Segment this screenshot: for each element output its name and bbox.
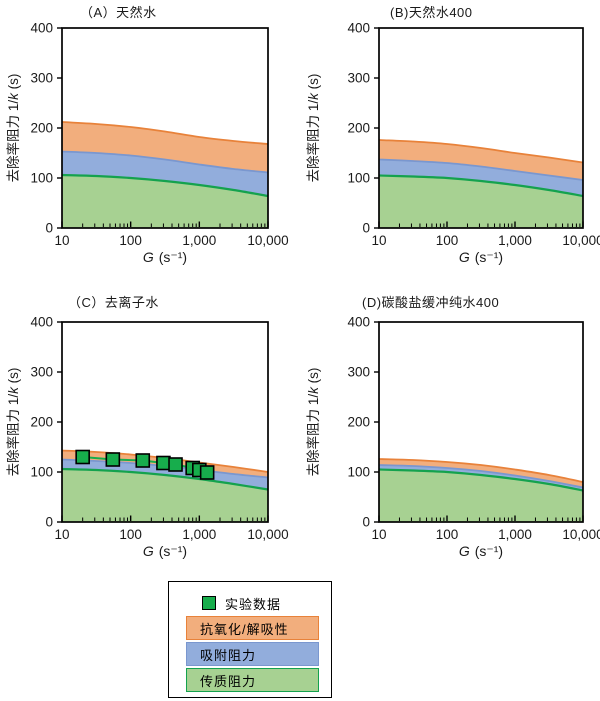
svg-text:0: 0 (45, 515, 53, 530)
svg-text:200: 200 (347, 415, 370, 430)
chart-D-title: (D)碳酸盐缓冲纯水400 (362, 295, 500, 310)
experimental-data-marker-icon (202, 596, 216, 610)
svg-text:200: 200 (30, 415, 53, 430)
svg-text:300: 300 (30, 365, 53, 380)
legend-item-antioxidation: 抗氧化/解吸性 (186, 616, 319, 640)
svg-text:300: 300 (347, 71, 370, 86)
svg-text:300: 300 (30, 71, 53, 86)
svg-text:1,000: 1,000 (498, 233, 532, 248)
svg-text:10,000: 10,000 (247, 233, 288, 248)
x-label-g: G (142, 543, 154, 559)
x-label-g: G (458, 249, 470, 265)
chart-C-plot: 0 100 200 300 400 10 100 1,000 10,000 (30, 315, 288, 543)
chart-B-plot: 0 100 200 300 400 10 100 1,000 10,000 (347, 21, 600, 249)
chart-C-x-axis-label: G (s⁻¹) (62, 543, 268, 560)
experimental-data-label: 实验数据 (225, 596, 282, 612)
chart-B-x-axis-label: G (s⁻¹) (379, 249, 583, 266)
svg-text:10,000: 10,000 (247, 527, 288, 542)
chart-D-plot: 0 100 200 300 400 10 100 1,000 10,000 (347, 315, 600, 543)
chart-B: (B)天然水400 去除率阻力 1/k (s) 0 100 200 300 400 10 1… (300, 0, 600, 285)
svg-text:1,000: 1,000 (498, 527, 532, 542)
svg-text:100: 100 (347, 171, 370, 186)
legend-item-adsorption: 吸附阻力 (186, 642, 319, 666)
legend-label: 抗氧化/解吸性 (200, 621, 289, 637)
x-label-unit: (s⁻¹) (470, 249, 504, 265)
svg-text:0: 0 (362, 221, 370, 236)
svg-text:100: 100 (30, 465, 53, 480)
svg-text:400: 400 (347, 315, 370, 330)
svg-text:10: 10 (54, 527, 69, 542)
svg-text:100: 100 (436, 527, 459, 542)
legend-label: 吸附阻力 (200, 647, 257, 663)
chart-B-title: (B)天然水400 (390, 5, 473, 20)
chart-C: （C）去离子水 去除率阻力 1/k (s) 0 100 200 300 400 10 100… (0, 285, 300, 580)
x-label-unit: (s⁻¹) (154, 543, 188, 559)
svg-text:100: 100 (436, 233, 459, 248)
svg-text:0: 0 (45, 221, 53, 236)
svg-text:400: 400 (347, 21, 370, 36)
chart-A-title: （A）天然水 (80, 5, 157, 20)
svg-text:10,000: 10,000 (562, 233, 600, 248)
svg-text:400: 400 (30, 21, 53, 36)
svg-text:10: 10 (371, 233, 386, 248)
legend: 实验数据 抗氧化/解吸性 吸附阻力 传质阻力 (168, 581, 332, 698)
svg-text:100: 100 (119, 527, 142, 542)
svg-text:100: 100 (119, 233, 142, 248)
legend-item-mass-transfer: 传质阻力 (186, 668, 319, 692)
chart-D: (D)碳酸盐缓冲纯水400 去除率阻力 1/k (s) 0 100 200 300 40… (300, 285, 600, 580)
svg-text:1,000: 1,000 (182, 233, 216, 248)
chart-A-plot: 0 100 200 300 400 10 100 1,000 10,000 (30, 21, 288, 249)
svg-text:10,000: 10,000 (562, 527, 600, 542)
svg-text:1,000: 1,000 (182, 527, 216, 542)
chart-D-x-axis-label: G (s⁻¹) (379, 543, 583, 560)
legend-label: 传质阻力 (200, 673, 257, 689)
svg-text:0: 0 (362, 515, 370, 530)
svg-text:200: 200 (347, 121, 370, 136)
svg-text:400: 400 (30, 315, 53, 330)
x-label-unit: (s⁻¹) (154, 249, 188, 265)
x-label-g: G (142, 249, 154, 265)
chart-C-title: （C）去离子水 (68, 295, 159, 310)
legend-experimental-row: 实验数据 (202, 595, 282, 612)
svg-text:300: 300 (347, 365, 370, 380)
chart-A: （A）天然水 去除率阻力 1/k (s) 0 100 200 300 400 10 100 1… (0, 0, 300, 285)
chart-A-x-axis-label: G (s⁻¹) (62, 249, 268, 266)
svg-text:100: 100 (347, 465, 370, 480)
svg-text:10: 10 (371, 527, 386, 542)
svg-text:100: 100 (30, 171, 53, 186)
svg-text:10: 10 (54, 233, 69, 248)
x-label-g: G (458, 543, 470, 559)
svg-text:200: 200 (30, 121, 53, 136)
x-label-unit: (s⁻¹) (470, 543, 504, 559)
